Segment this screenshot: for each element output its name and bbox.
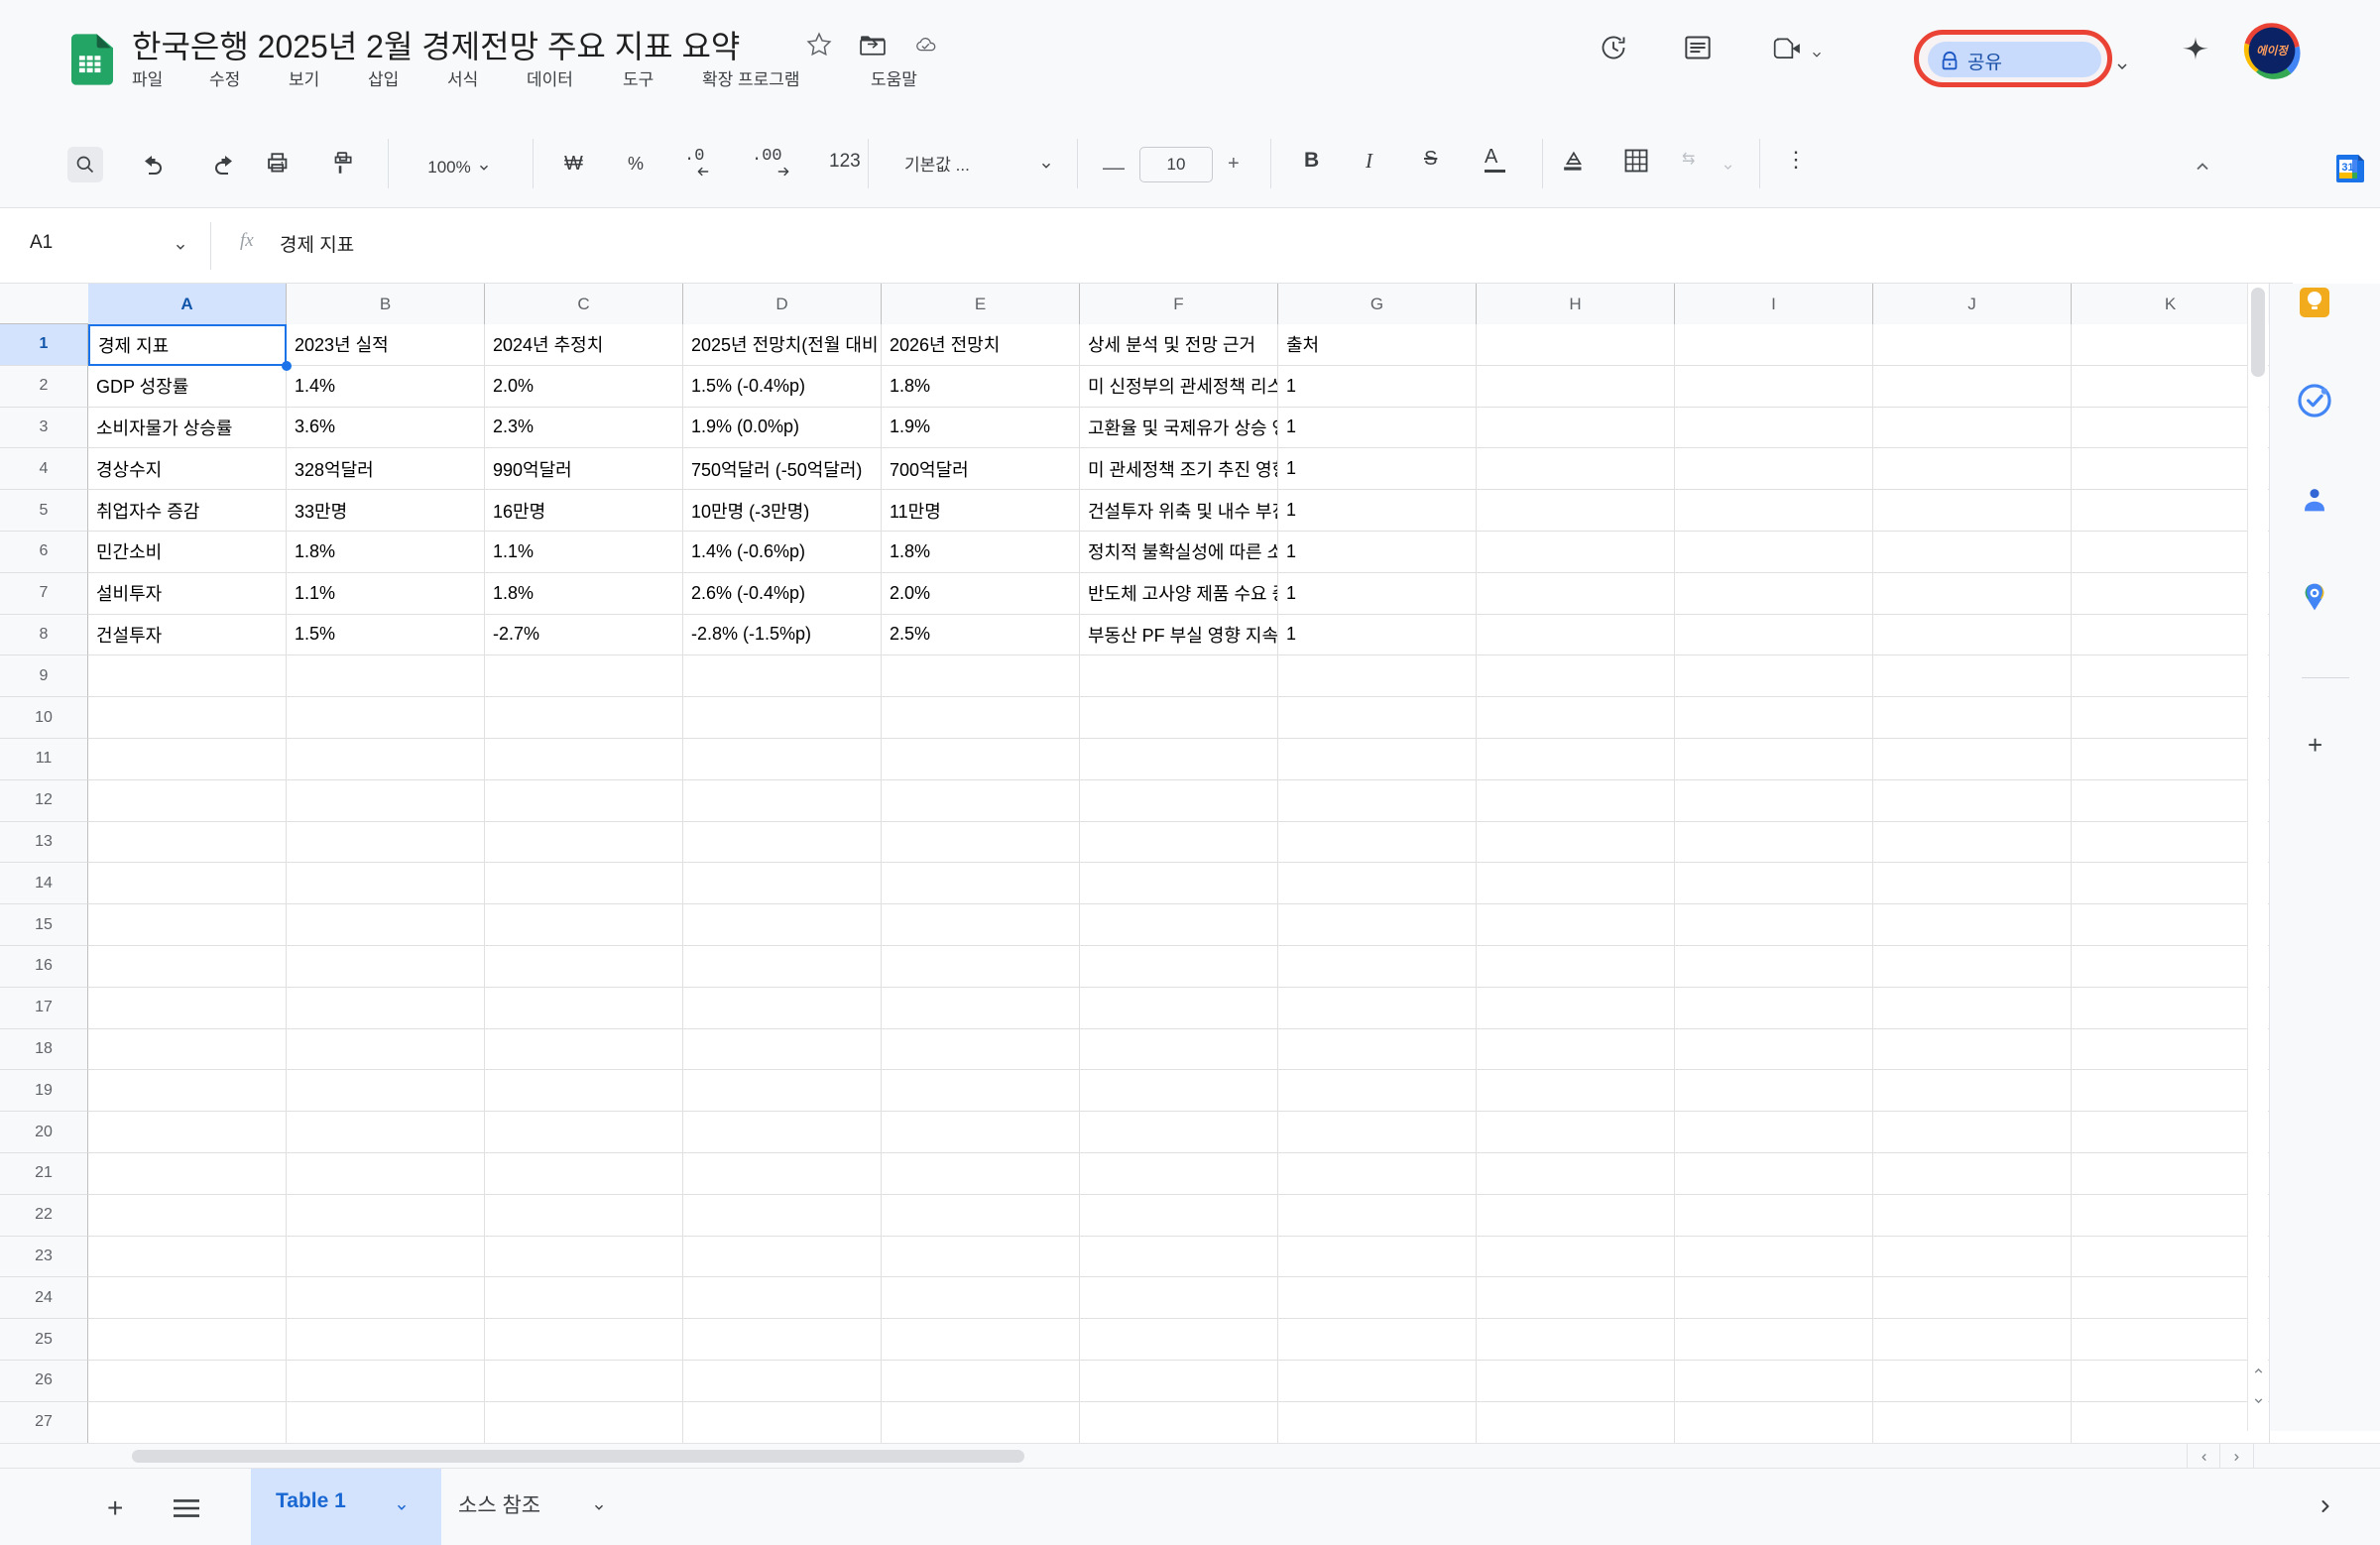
svg-text:31: 31 [2341, 162, 2353, 174]
svg-text:₩: ₩ [564, 153, 583, 175]
svg-text:에이정: 에이정 [2256, 45, 2289, 58]
svg-text:%: % [628, 154, 644, 174]
